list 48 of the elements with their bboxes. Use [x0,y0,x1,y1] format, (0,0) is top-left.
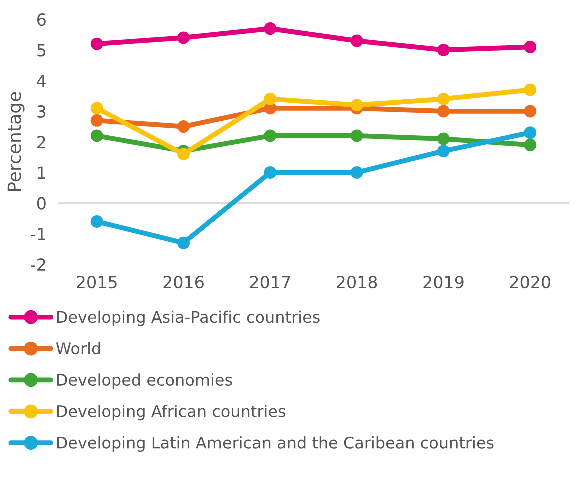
point [178,236,190,250]
legend-label: World [56,342,100,355]
y-tick-label: -2 [31,258,46,271]
legend-label: Developing Asia-Pacific countries [57,310,320,326]
point [264,92,277,106]
point [178,120,190,134]
x-tick-label: 2015 [77,276,117,289]
legend-label: Developed economies [57,374,232,390]
y-tick-label: 4 [37,75,46,88]
x-tick-label: 2018 [337,276,378,289]
point [437,105,450,118]
point [90,38,104,50]
point [178,148,190,161]
point [437,44,450,56]
y-tick-label: 2 [38,136,46,148]
y-tick-label: 6 [38,14,46,26]
point [264,22,277,36]
point [437,92,450,106]
y-tick-label: 1 [38,166,46,180]
point [437,145,450,158]
legend-label: Developing African countries [57,405,286,421]
y-tick-label: -1 [31,228,46,240]
y-tick-label: 3 [38,105,46,118]
point [264,166,277,179]
point [524,105,537,118]
legend-label: Developing Latin American and the Caribean countries [57,436,494,452]
point [350,166,364,179]
point [437,132,450,146]
point [524,126,537,140]
point [90,114,104,127]
point [524,84,537,96]
point [350,34,364,48]
point [264,130,277,142]
y-axis-title: Percentage [8,92,25,192]
point [524,138,537,152]
point [90,130,104,142]
y-tick-label: 0 [37,197,46,210]
point [350,130,364,142]
point [90,102,104,115]
point [350,99,364,112]
x-tick-label: 2019 [424,276,464,289]
x-tick-label: 2016 [164,276,204,289]
point [524,40,537,54]
x-tick-label: 2020 [510,276,550,289]
point [90,215,104,228]
point [178,32,190,44]
y-tick-label: 5 [38,44,46,57]
x-tick-label: 2017 [250,276,290,289]
